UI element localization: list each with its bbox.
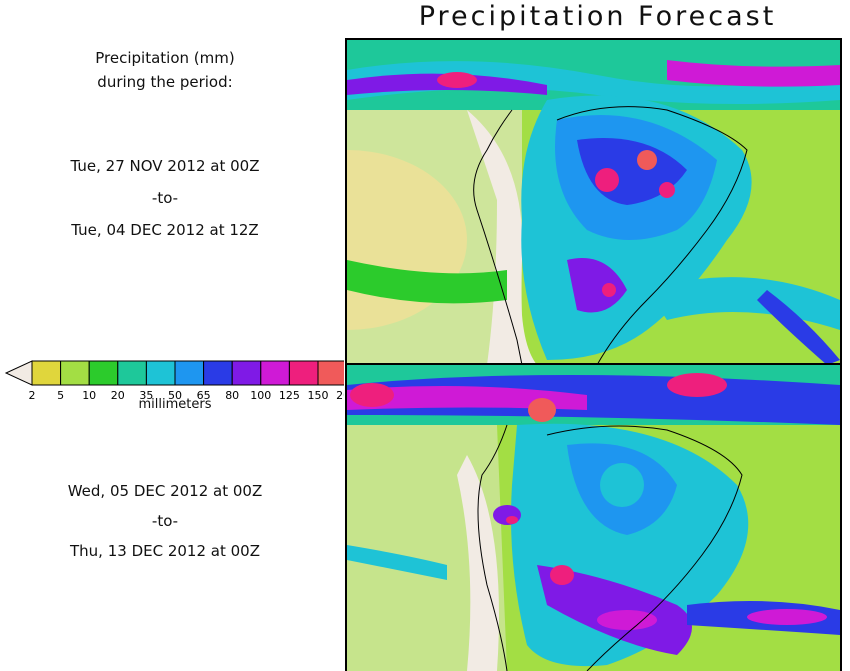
legend-swatch <box>288 360 319 386</box>
legend-tick-label: 10 <box>82 389 96 402</box>
legend-heading-line2: during the period: <box>97 73 233 91</box>
period-2-start: Wed, 05 DEC 2012 at 00Z <box>67 482 263 500</box>
period-2-dates: Wed, 05 DEC 2012 at 00Z -to- Thu, 13 DEC… <box>0 476 330 566</box>
legend-swatch <box>260 360 290 386</box>
legend-swatch <box>317 360 344 386</box>
legend-swatch <box>203 360 233 386</box>
legend-ticks: 2 5 10 20 35 50 65 80 100 125 150 200 <box>29 389 345 402</box>
legend-swatch <box>60 360 90 386</box>
legend-swatch <box>31 360 62 386</box>
color-legend: 2 5 10 20 35 50 65 80 100 125 150 200 <box>4 360 345 402</box>
legend-tick-label: 20 <box>111 389 125 402</box>
legend-swatch <box>88 360 119 386</box>
legend-swatch <box>145 360 176 386</box>
period-1-separator: -to- <box>151 189 179 207</box>
legend-heading-line1: Precipitation (mm) <box>95 49 235 67</box>
period-1-start: Tue, 27 NOV 2012 at 00Z <box>70 157 260 175</box>
legend-heading: Precipitation (mm) during the period: <box>0 46 330 94</box>
legend-tick-label: 125 <box>279 389 300 402</box>
legend-tick-label: 200 <box>336 389 344 402</box>
page-title: Precipitation Forecast <box>418 1 777 32</box>
period-2-separator: -to- <box>151 512 179 530</box>
legend-bar <box>4 360 344 386</box>
map-period-2 <box>345 363 842 671</box>
legend-tick-label: 5 <box>57 389 64 402</box>
period-1-end: Tue, 04 DEC 2012 at 12Z <box>71 221 259 239</box>
legend-tick-label: 100 <box>250 389 271 402</box>
legend-tick-label: 150 <box>308 389 329 402</box>
legend-tick-label: 35 <box>139 389 153 402</box>
legend-swatch <box>174 360 205 386</box>
legend-units-label: millimeters <box>138 397 212 412</box>
period-1-dates: Tue, 27 NOV 2012 at 00Z -to- Tue, 04 DEC… <box>0 150 330 246</box>
legend-tick-label: 2 <box>29 389 36 402</box>
legend-arrow-low <box>4 360 33 386</box>
legend-tick-label: 80 <box>225 389 239 402</box>
legend-swatch <box>231 360 262 386</box>
legend-tick-label: 65 <box>197 389 211 402</box>
period-2-end: Thu, 13 DEC 2012 at 00Z <box>70 542 260 560</box>
map-period-1 <box>345 38 842 367</box>
legend-swatch <box>117 360 147 386</box>
legend-tick-label: 50 <box>168 389 182 402</box>
